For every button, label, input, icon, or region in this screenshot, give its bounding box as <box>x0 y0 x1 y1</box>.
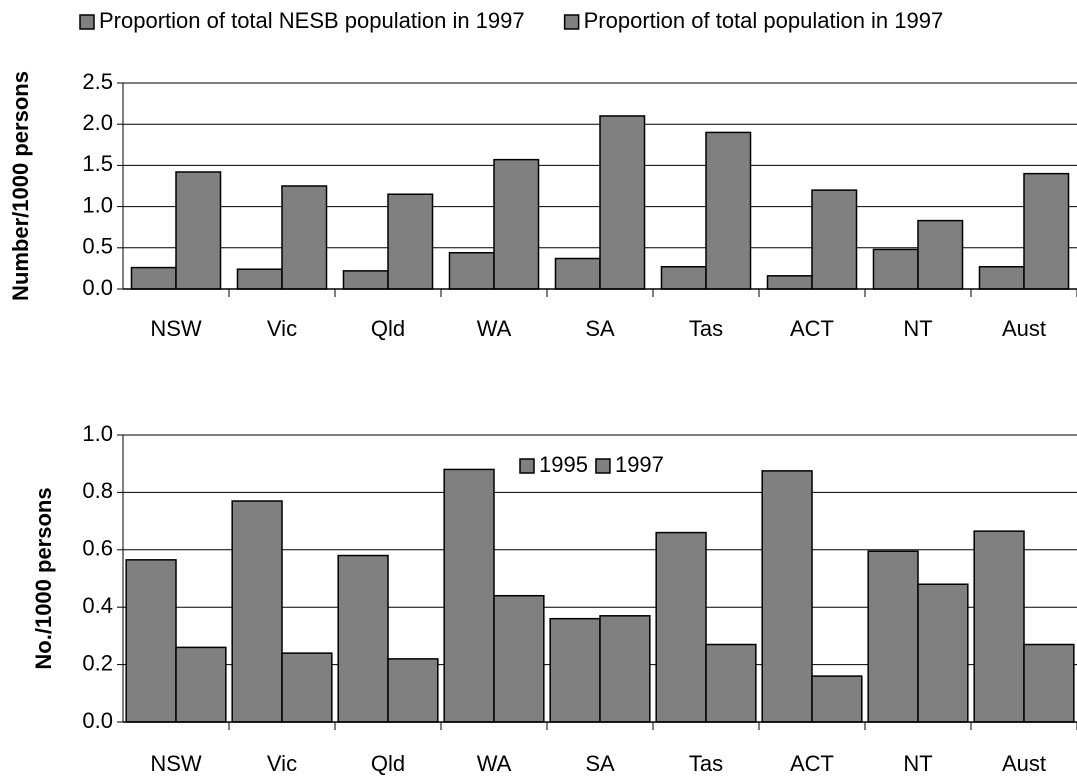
y-tick-label: 0.6 <box>82 536 113 561</box>
bar <box>978 266 1025 290</box>
bar <box>281 652 333 723</box>
bar <box>443 468 495 723</box>
y-tick-label: 0.0 <box>82 708 113 733</box>
bar <box>660 266 707 290</box>
y-tick-label: 1.0 <box>82 192 113 217</box>
bar <box>387 193 434 290</box>
x-tick-label: Qld <box>371 751 405 776</box>
x-tick-label: NSW <box>150 751 202 776</box>
y-tick-label: 0.8 <box>82 478 113 503</box>
bar <box>973 530 1025 723</box>
bar <box>917 583 969 723</box>
legend-label: Proportion of total population in 1997 <box>584 8 944 33</box>
y-tick-label: 0.0 <box>82 275 113 300</box>
bar <box>811 189 858 290</box>
legend-swatch <box>519 458 535 474</box>
bar <box>761 470 813 723</box>
x-tick-label: NT <box>903 751 932 776</box>
bar <box>872 248 919 290</box>
bar <box>231 500 283 723</box>
bar <box>125 559 177 723</box>
x-tick-label: Tas <box>689 751 723 776</box>
x-tick-label: NT <box>903 316 932 341</box>
x-tick-label: WA <box>477 316 512 341</box>
x-tick-label: Tas <box>689 316 723 341</box>
legend-swatch <box>595 458 611 474</box>
bar <box>549 617 601 723</box>
bar <box>175 646 227 723</box>
bar <box>342 270 389 290</box>
legend-label: 1995 <box>539 452 588 477</box>
y-tick-label: 1.5 <box>82 151 113 176</box>
bar <box>493 158 540 290</box>
bar <box>599 615 651 723</box>
bar <box>1023 172 1070 290</box>
x-tick-label: Qld <box>371 316 405 341</box>
x-tick-label: WA <box>477 751 512 776</box>
x-tick-label: SA <box>585 316 615 341</box>
legend-swatch <box>79 14 95 30</box>
bar <box>705 643 757 723</box>
bar <box>130 266 177 290</box>
y-axis-label: No./1000 persons <box>31 487 56 669</box>
legend-label: Proportion of total NESB population in 1… <box>99 8 525 33</box>
x-tick-label: ACT <box>790 316 834 341</box>
bar <box>493 594 545 723</box>
legend-label: 1997 <box>615 452 664 477</box>
bar <box>448 251 495 290</box>
y-tick-label: 1.0 <box>82 421 113 446</box>
bar <box>236 268 283 290</box>
y-axis-label: Number/1000 persons <box>8 71 33 301</box>
bar <box>281 185 328 290</box>
bar <box>599 115 646 290</box>
x-tick-label: Aust <box>1002 316 1046 341</box>
y-tick-label: 0.4 <box>82 593 113 618</box>
x-tick-label: NSW <box>150 316 202 341</box>
x-tick-label: Vic <box>267 751 297 776</box>
bar <box>387 658 439 723</box>
bar <box>705 131 752 290</box>
x-tick-label: Vic <box>267 316 297 341</box>
bar <box>917 219 964 290</box>
y-tick-label: 0.2 <box>82 650 113 675</box>
bar <box>554 257 601 290</box>
y-tick-label: 2.5 <box>82 69 113 94</box>
bar <box>337 554 389 723</box>
bar <box>766 275 813 290</box>
x-tick-label: ACT <box>790 751 834 776</box>
bar <box>175 171 222 290</box>
legend-swatch <box>563 14 580 30</box>
bar <box>655 531 707 723</box>
bar <box>811 675 863 723</box>
y-tick-label: 0.5 <box>82 234 113 259</box>
x-tick-label: Aust <box>1002 751 1046 776</box>
bar <box>867 550 919 723</box>
y-tick-label: 2.0 <box>82 110 113 135</box>
bar <box>1023 643 1075 723</box>
x-tick-label: SA <box>585 751 615 776</box>
